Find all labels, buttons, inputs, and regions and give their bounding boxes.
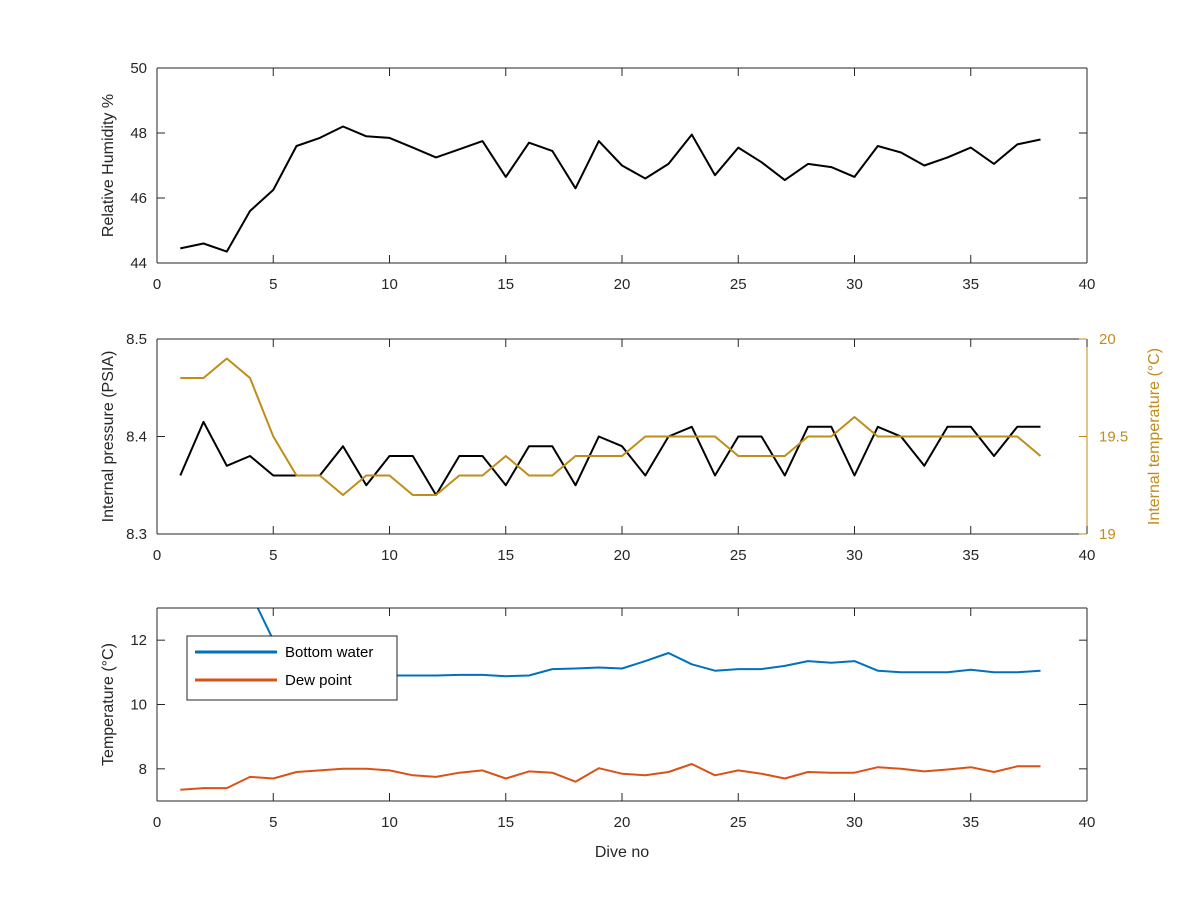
y-tick-label: 50	[130, 60, 147, 77]
x-tick-label: 40	[1079, 814, 1096, 831]
y-tick-label: 8.5	[126, 331, 147, 348]
y-tick-label: 8.3	[126, 526, 147, 543]
x-tick-label: 15	[497, 547, 514, 564]
y-tick-label: 10	[130, 697, 147, 714]
x-tick-label: 5	[269, 814, 277, 831]
y-axis-label: Temperature (°C)	[100, 643, 117, 766]
legend-label: Bottom water	[285, 644, 373, 661]
x-tick-label: 25	[730, 276, 747, 293]
x-tick-label: 10	[381, 547, 398, 564]
subplot-3: 0 5 10 15 20 25 30 35 40 8 10 12 Temperature (°C) Div…	[100, 607, 1096, 861]
x-tick-label: 20	[614, 276, 631, 293]
y-right-tick-label: 20	[1099, 331, 1116, 348]
x-tick-label: 35	[962, 814, 979, 831]
x-tick-label: 10	[381, 276, 398, 293]
series-line-3-2	[180, 763, 1041, 791]
y-right-tick-label: 19.5	[1099, 429, 1128, 446]
x-tick-label: 30	[846, 814, 863, 831]
series-line-1-1	[180, 125, 1041, 253]
y-tick-label: 8.4	[126, 429, 147, 446]
y-tick-label: 46	[130, 190, 147, 207]
y-axis-label: Internal pressure (PSIA)	[100, 351, 117, 523]
x-tick-label: 30	[846, 276, 863, 293]
x-tick-label: 15	[497, 814, 514, 831]
legend: Bottom water Dew point	[186, 635, 398, 701]
x-tick-label: 25	[730, 547, 747, 564]
x-axis-label: Dive no	[595, 844, 649, 861]
x-tick-label: 40	[1079, 276, 1096, 293]
y-axis-label: Relative Humidity %	[100, 94, 117, 237]
x-tick-label: 0	[153, 547, 161, 564]
x-tick-label: 5	[269, 276, 277, 293]
legend-label: Dew point	[285, 672, 353, 689]
x-tick-label: 20	[614, 547, 631, 564]
y-axis-right-label: Internal temperature (°C)	[1146, 348, 1163, 525]
series-line-2-1	[179, 420, 1041, 496]
x-tick-label: 25	[730, 814, 747, 831]
y-tick-label: 12	[130, 632, 147, 649]
x-tick-label: 35	[962, 547, 979, 564]
series-line-2-2	[180, 357, 1042, 496]
y-right-tick-label: 19	[1099, 526, 1116, 543]
x-tick-label: 10	[381, 814, 398, 831]
y-tick-label: 48	[130, 125, 147, 142]
y-tick-label: 44	[130, 255, 147, 272]
x-tick-label: 15	[497, 276, 514, 293]
subplot-2: 0 5 10 15 20 25 30 35 40 8.3 8.4 8.5 19 19.5 20 Interna…	[100, 331, 1163, 564]
legend-box	[186, 635, 398, 701]
y-tick-label: 8	[139, 761, 147, 778]
subplot-1: 0 5 10 15 20 25 30 35 40 44 46 48 50 Relative Humidit…	[100, 60, 1095, 293]
x-tick-label: 40	[1079, 547, 1096, 564]
x-tick-label: 35	[962, 276, 979, 293]
x-tick-label: 20	[614, 814, 631, 831]
x-tick-label: 0	[153, 814, 161, 831]
x-tick-label: 0	[153, 276, 161, 293]
x-tick-label: 5	[269, 547, 277, 564]
x-tick-label: 30	[846, 547, 863, 564]
